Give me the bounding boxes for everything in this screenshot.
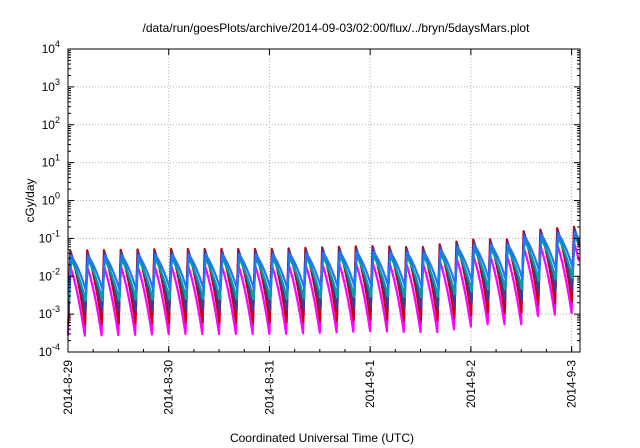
y-tick-exponent: 2 (55, 115, 60, 125)
x-tick-label: 2014-9-2 (464, 360, 478, 408)
x-tick-label: 2014-9-1 (363, 360, 377, 408)
y-tick-exponent: 3 (55, 77, 60, 87)
series-line-5 (68, 231, 580, 293)
x-tick-label: 2014-8-29 (61, 360, 75, 415)
series-line-4 (67, 234, 580, 302)
y-tick-label: 102 (42, 115, 60, 132)
y-tick-base: 10 (42, 194, 56, 208)
y-tick-exponent: -1 (52, 228, 60, 238)
y-tick-label: 10-3 (39, 304, 60, 321)
y-tick-exponent: 1 (55, 153, 60, 163)
y-tick-base: 10 (39, 269, 53, 283)
y-tick-base: 10 (42, 80, 56, 94)
y-tick-base: 10 (39, 345, 53, 359)
ticks: 10-410-310-210-11001011021031042014-8-29… (39, 39, 580, 415)
y-tick-label: 100 (42, 191, 60, 208)
y-tick-base: 10 (39, 307, 53, 321)
y-tick-label: 103 (42, 77, 60, 94)
y-tick-exponent: 0 (55, 191, 60, 201)
y-tick-label: 10-1 (39, 228, 60, 245)
y-tick-exponent: -3 (52, 304, 60, 314)
series-line-1 (66, 240, 581, 337)
chart-title: /data/run/goesPlots/archive/2014-09-03/0… (143, 21, 531, 35)
y-tick-label: 101 (42, 153, 60, 170)
series-layer (66, 225, 581, 337)
y-tick-base: 10 (42, 118, 56, 132)
x-tick-label: 2014-8-30 (162, 360, 176, 415)
y-tick-exponent: 4 (55, 39, 60, 49)
x-axis-label: Coordinated Universal Time (UTC) (230, 431, 414, 445)
x-tick-label: 2014-8-31 (262, 360, 276, 415)
y-tick-label: 10-2 (39, 266, 60, 283)
y-tick-exponent: -2 (52, 266, 60, 276)
y-tick-label: 104 (42, 39, 60, 56)
y-axis-label: cGy/day (23, 178, 37, 222)
y-tick-base: 10 (42, 42, 56, 56)
y-tick-label: 10-4 (39, 342, 60, 359)
y-tick-base: 10 (42, 156, 56, 170)
y-tick-exponent: -4 (52, 342, 60, 352)
x-tick-label: 2014-9-3 (565, 360, 579, 408)
y-tick-base: 10 (39, 231, 53, 245)
